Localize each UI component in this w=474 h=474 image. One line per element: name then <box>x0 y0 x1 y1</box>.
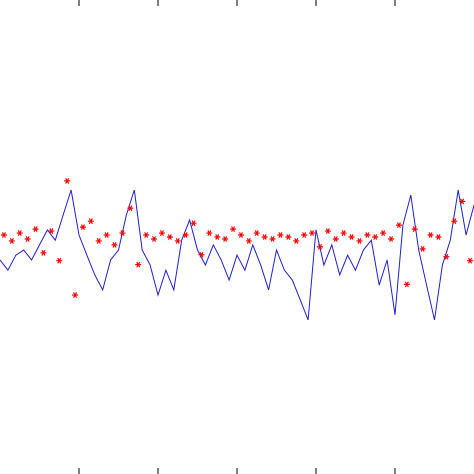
data-point <box>403 281 410 288</box>
data-point <box>316 243 323 250</box>
data-point <box>198 251 205 258</box>
data-point <box>395 222 402 229</box>
data-point <box>324 228 331 234</box>
data-point <box>56 257 63 264</box>
data-point <box>174 238 181 244</box>
data-point <box>32 226 39 233</box>
data-point <box>8 238 15 244</box>
data-point <box>340 230 347 236</box>
data-point <box>388 236 395 242</box>
data-point <box>301 232 308 238</box>
data-point <box>182 232 189 238</box>
data-point <box>119 230 126 236</box>
data-point <box>158 230 165 236</box>
data-point <box>48 228 55 234</box>
data-point <box>222 236 229 242</box>
data-point <box>103 232 110 238</box>
data-point <box>190 220 197 227</box>
data-point <box>277 232 284 238</box>
data-point <box>411 226 418 233</box>
data-point <box>64 178 71 184</box>
data-point <box>419 245 426 252</box>
data-point <box>151 236 158 242</box>
data-point <box>214 234 221 240</box>
data-point <box>16 230 23 236</box>
data-point <box>206 230 213 236</box>
data-point <box>364 232 371 238</box>
data-point <box>135 261 142 268</box>
data-point <box>285 234 292 240</box>
data-point <box>24 236 31 242</box>
data-point <box>230 226 237 233</box>
data-point <box>380 230 387 236</box>
data-point <box>166 234 173 240</box>
data-point <box>87 218 94 225</box>
data-point <box>111 241 118 248</box>
data-point <box>309 230 316 236</box>
data-point <box>372 234 379 240</box>
data-point <box>269 236 276 242</box>
data-point <box>237 232 244 238</box>
data-point <box>293 238 300 244</box>
data-point <box>427 232 434 238</box>
data-point <box>459 198 466 205</box>
data-point <box>435 234 442 240</box>
data-point <box>143 232 150 238</box>
data-point <box>95 238 102 244</box>
data-point <box>127 205 134 212</box>
data-point <box>348 234 355 240</box>
data-point <box>356 238 363 244</box>
data-point <box>261 234 268 240</box>
data-point <box>451 218 458 225</box>
data-point <box>332 236 339 242</box>
data-point <box>79 224 86 231</box>
data-point <box>467 257 474 264</box>
data-point <box>72 292 79 298</box>
data-point <box>253 230 260 236</box>
data-point <box>245 238 252 244</box>
data-point <box>443 253 450 260</box>
data-line <box>0 189 474 321</box>
data-point <box>40 249 47 256</box>
data-point <box>0 232 7 238</box>
